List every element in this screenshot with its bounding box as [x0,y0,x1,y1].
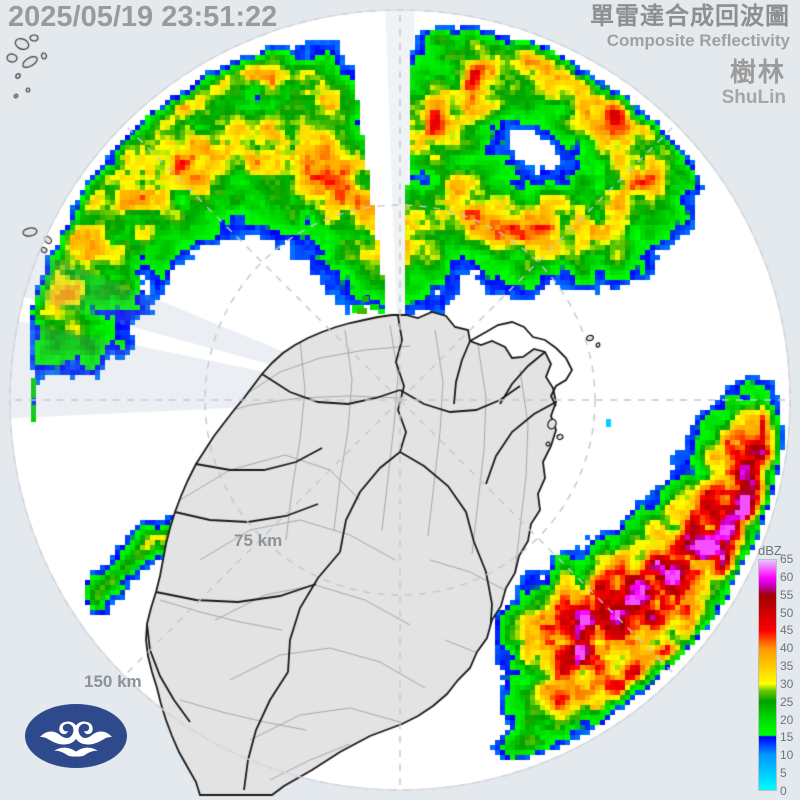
radar-display: 2025/05/19 23:51:22 單雷達合成回波圖 Composite R… [0,0,800,800]
radar-map-canvas[interactable] [0,0,800,800]
